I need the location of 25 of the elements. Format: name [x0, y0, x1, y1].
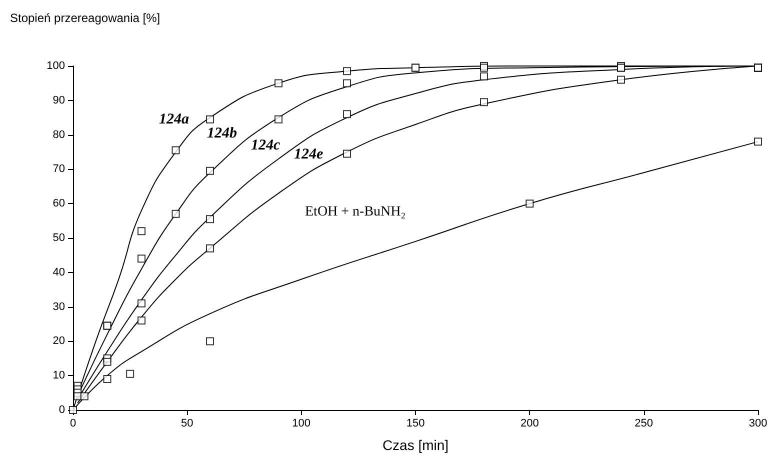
y-tick-label: 10 [52, 370, 65, 382]
x-tick-label: 200 [520, 418, 539, 430]
y-tick-label: 20 [52, 335, 65, 348]
y-tick-label: 90 [52, 94, 65, 106]
annotation: 124e [294, 146, 324, 162]
y-tick-label: 30 [52, 300, 65, 313]
x-tick-label: 50 [181, 418, 194, 430]
annotation: 124a [159, 112, 190, 128]
y-tick-label: 60 [52, 198, 65, 210]
annotation: 124b [207, 126, 238, 142]
x-tick-label: 300 [748, 418, 768, 430]
x-tick-label: 250 [634, 418, 654, 430]
y-tick-label: 70 [52, 163, 65, 176]
y-tick-label: 0 [58, 404, 65, 416]
x-axis-title: Czas [min] [382, 437, 449, 453]
x-tick-label: 100 [292, 418, 311, 430]
y-axis-title: Stopień przereagowania [%] [10, 11, 160, 25]
annotation: EtOH + n-BuNH₂ [305, 204, 406, 220]
y-tick-label: 100 [46, 60, 65, 72]
y-tick-label: 80 [52, 128, 65, 141]
x-tick-label: 150 [406, 418, 425, 430]
y-tick-label: 50 [52, 232, 65, 244]
x-tick-label: 0 [70, 418, 76, 430]
annotation: 124c [251, 138, 280, 154]
y-tick-label: 40 [52, 266, 65, 278]
